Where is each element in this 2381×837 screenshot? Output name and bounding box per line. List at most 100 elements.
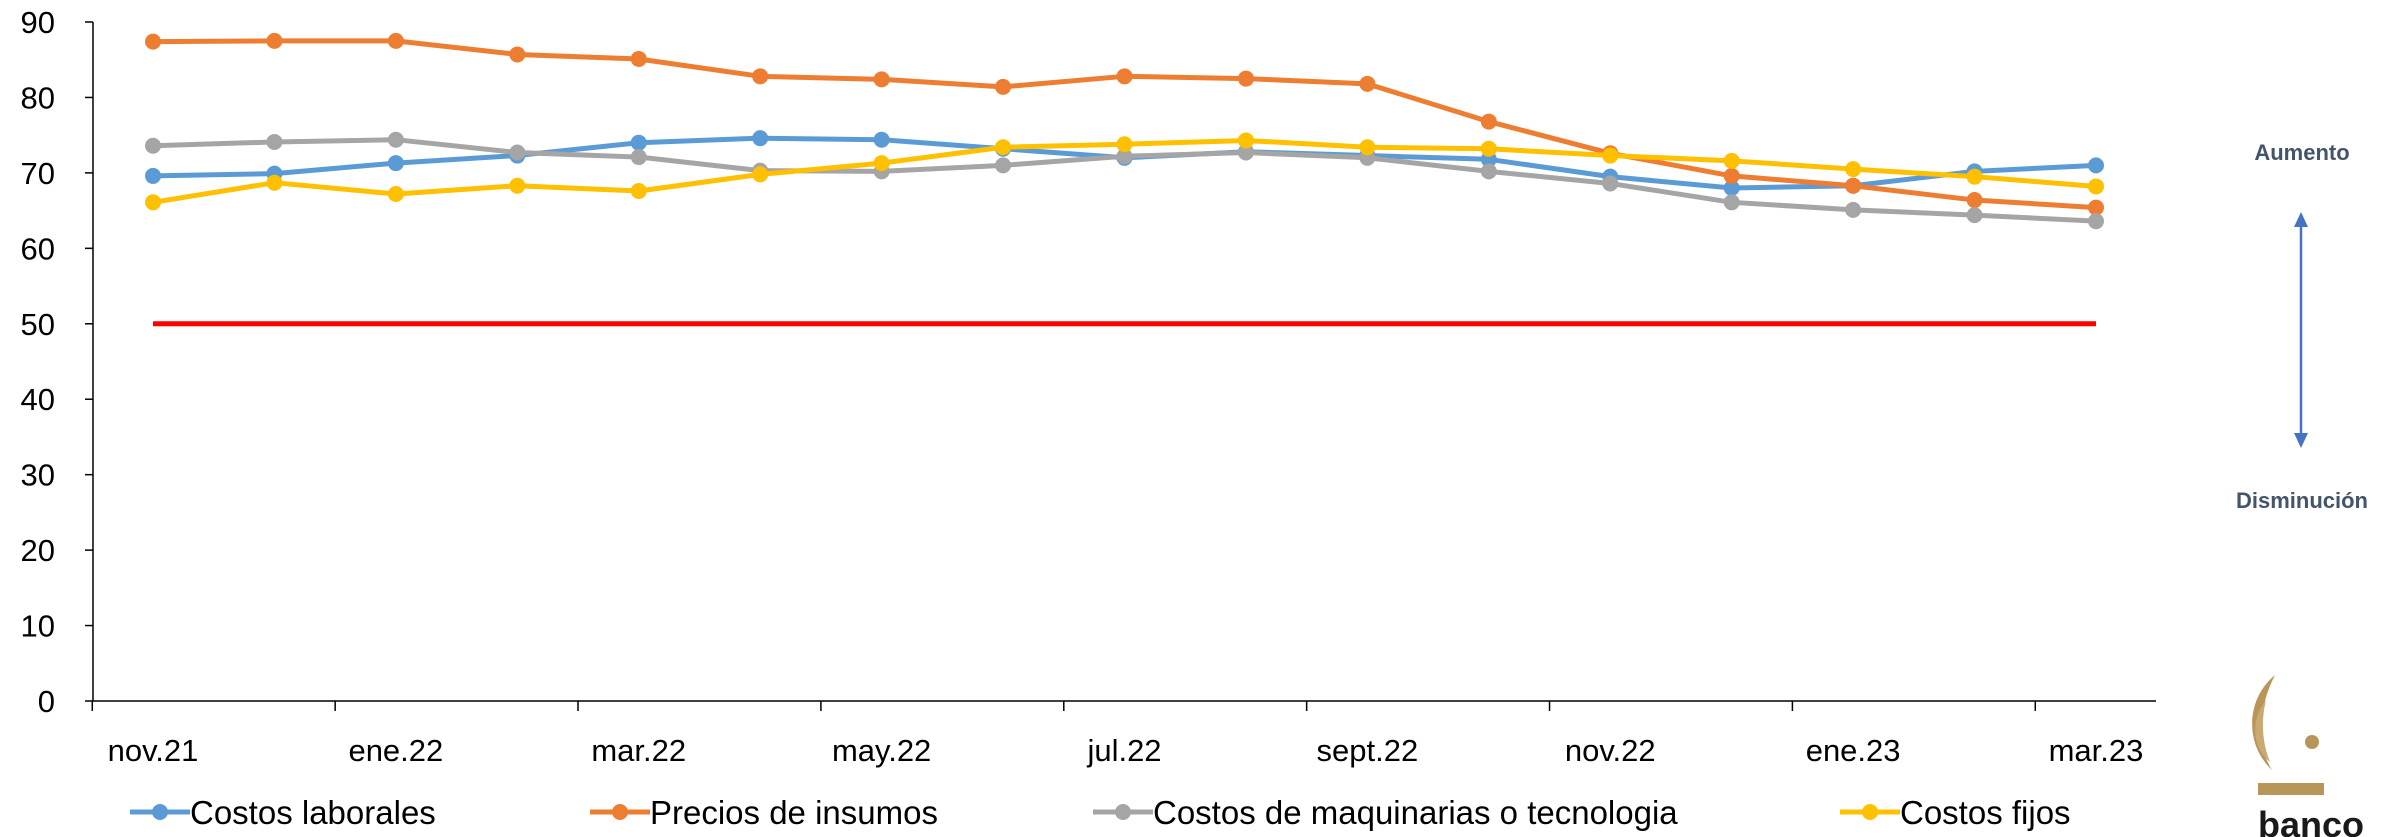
y-tick-label: 60 bbox=[21, 231, 55, 266]
data-point bbox=[387, 32, 404, 49]
bank-logo: banco bbox=[2252, 675, 2364, 837]
y-tick-label: 70 bbox=[21, 156, 55, 191]
y-tick-label: 50 bbox=[21, 307, 55, 342]
x-tick-label: may.22 bbox=[832, 733, 931, 768]
data-point bbox=[1966, 192, 1983, 209]
down-label: Disminución bbox=[2236, 488, 2368, 513]
data-point bbox=[266, 32, 283, 49]
direction-annotation: Aumento Disminución bbox=[2236, 140, 2368, 513]
data-point bbox=[1723, 152, 1740, 169]
y-tick-label: 10 bbox=[21, 609, 55, 644]
data-point bbox=[509, 46, 526, 63]
data-point bbox=[1602, 147, 1619, 164]
data-point bbox=[630, 50, 647, 67]
legend-item: Costos de maquinarias o tecnologia bbox=[1093, 794, 1678, 831]
legend-label: Precios de insumos bbox=[650, 794, 938, 831]
data-point bbox=[1116, 136, 1133, 153]
data-point bbox=[873, 71, 890, 88]
data-point bbox=[1359, 75, 1376, 92]
x-tick-label: sept.22 bbox=[1317, 733, 1419, 768]
logo-text: banco bbox=[2258, 804, 2364, 837]
legend-swatch-marker bbox=[152, 804, 168, 820]
data-point bbox=[1116, 148, 1133, 165]
legend-swatch-marker bbox=[612, 804, 628, 820]
x-tick-label: jul.22 bbox=[1086, 733, 1161, 768]
y-tick-label: 40 bbox=[21, 382, 55, 417]
legend: Costos laborales Precios de insumos Costos… bbox=[130, 794, 2071, 831]
data-point bbox=[1602, 175, 1619, 192]
data-point bbox=[1480, 163, 1497, 180]
data-point bbox=[1723, 167, 1740, 184]
data-point bbox=[1237, 144, 1254, 161]
data-point bbox=[995, 157, 1012, 174]
data-point bbox=[1966, 207, 1983, 224]
data-point bbox=[1359, 139, 1376, 156]
legend-item: Costos laborales bbox=[130, 794, 436, 831]
x-tick-label: ene.23 bbox=[1806, 733, 1901, 768]
y-axis-ticks: 0 10 20 30 40 50 60 70 80 90 bbox=[21, 5, 93, 719]
data-point bbox=[145, 194, 161, 211]
data-point bbox=[2088, 178, 2104, 195]
y-tick-label: 90 bbox=[21, 5, 55, 40]
data-point bbox=[630, 149, 647, 166]
series-3 bbox=[145, 131, 2104, 230]
data-point bbox=[509, 177, 526, 194]
data-point bbox=[387, 186, 404, 203]
data-point bbox=[1237, 132, 1254, 149]
data-point bbox=[1116, 68, 1133, 85]
data-point bbox=[145, 137, 161, 154]
data-point bbox=[630, 182, 647, 199]
legend-swatch-marker bbox=[1115, 804, 1131, 820]
arrow-down-icon bbox=[2294, 433, 2308, 448]
data-point bbox=[873, 131, 890, 148]
series-4 bbox=[145, 132, 2104, 211]
data-point bbox=[509, 144, 526, 161]
series-group bbox=[145, 32, 2104, 230]
data-point bbox=[387, 155, 404, 172]
data-point bbox=[995, 139, 1012, 156]
y-tick-label: 0 bbox=[38, 684, 55, 719]
series-line bbox=[152, 38, 2097, 211]
logo-swirl-icon-2 bbox=[2255, 700, 2270, 762]
data-point bbox=[266, 174, 283, 191]
legend-label: Costos laborales bbox=[190, 794, 436, 831]
data-point bbox=[752, 130, 769, 147]
arrow-up-icon bbox=[2294, 212, 2308, 227]
data-point bbox=[387, 131, 404, 148]
data-point bbox=[1845, 201, 1862, 218]
logo-swirl-icon bbox=[2252, 675, 2275, 770]
data-point bbox=[145, 33, 161, 50]
data-point bbox=[1237, 70, 1254, 87]
data-point bbox=[752, 166, 769, 183]
data-point bbox=[2088, 199, 2104, 216]
data-point bbox=[630, 134, 647, 151]
data-point bbox=[1480, 140, 1497, 157]
data-point bbox=[1723, 194, 1740, 211]
y-tick-label: 80 bbox=[21, 80, 55, 115]
y-tick-label: 30 bbox=[21, 458, 55, 493]
data-point bbox=[1845, 177, 1862, 194]
data-point bbox=[2088, 213, 2104, 230]
x-axis-ticks: nov.21 ene.22 mar.22 may.22 jul.22 sept.22 nov… bbox=[91, 701, 2144, 768]
data-point bbox=[752, 68, 769, 85]
legend-label: Costos fijos bbox=[1900, 794, 2071, 831]
data-point bbox=[145, 167, 161, 184]
x-tick-label: ene.22 bbox=[348, 733, 443, 768]
data-point bbox=[266, 133, 283, 150]
legend-item: Precios de insumos bbox=[590, 794, 938, 831]
logo-bar-icon bbox=[2258, 783, 2324, 795]
data-point bbox=[2088, 157, 2104, 174]
legend-swatch-marker bbox=[1862, 804, 1878, 820]
x-tick-label: nov.22 bbox=[1565, 733, 1656, 768]
data-point bbox=[873, 155, 890, 172]
chart-axes bbox=[92, 22, 2156, 702]
legend-item: Costos fijos bbox=[1840, 794, 2071, 831]
logo-dot-icon bbox=[2305, 735, 2319, 749]
x-tick-label: mar.22 bbox=[591, 733, 686, 768]
data-point bbox=[1966, 168, 1983, 185]
data-point bbox=[1845, 161, 1862, 178]
up-label: Aumento bbox=[2254, 140, 2349, 165]
x-tick-label: mar.23 bbox=[2049, 733, 2144, 768]
y-tick-label: 20 bbox=[21, 533, 55, 568]
